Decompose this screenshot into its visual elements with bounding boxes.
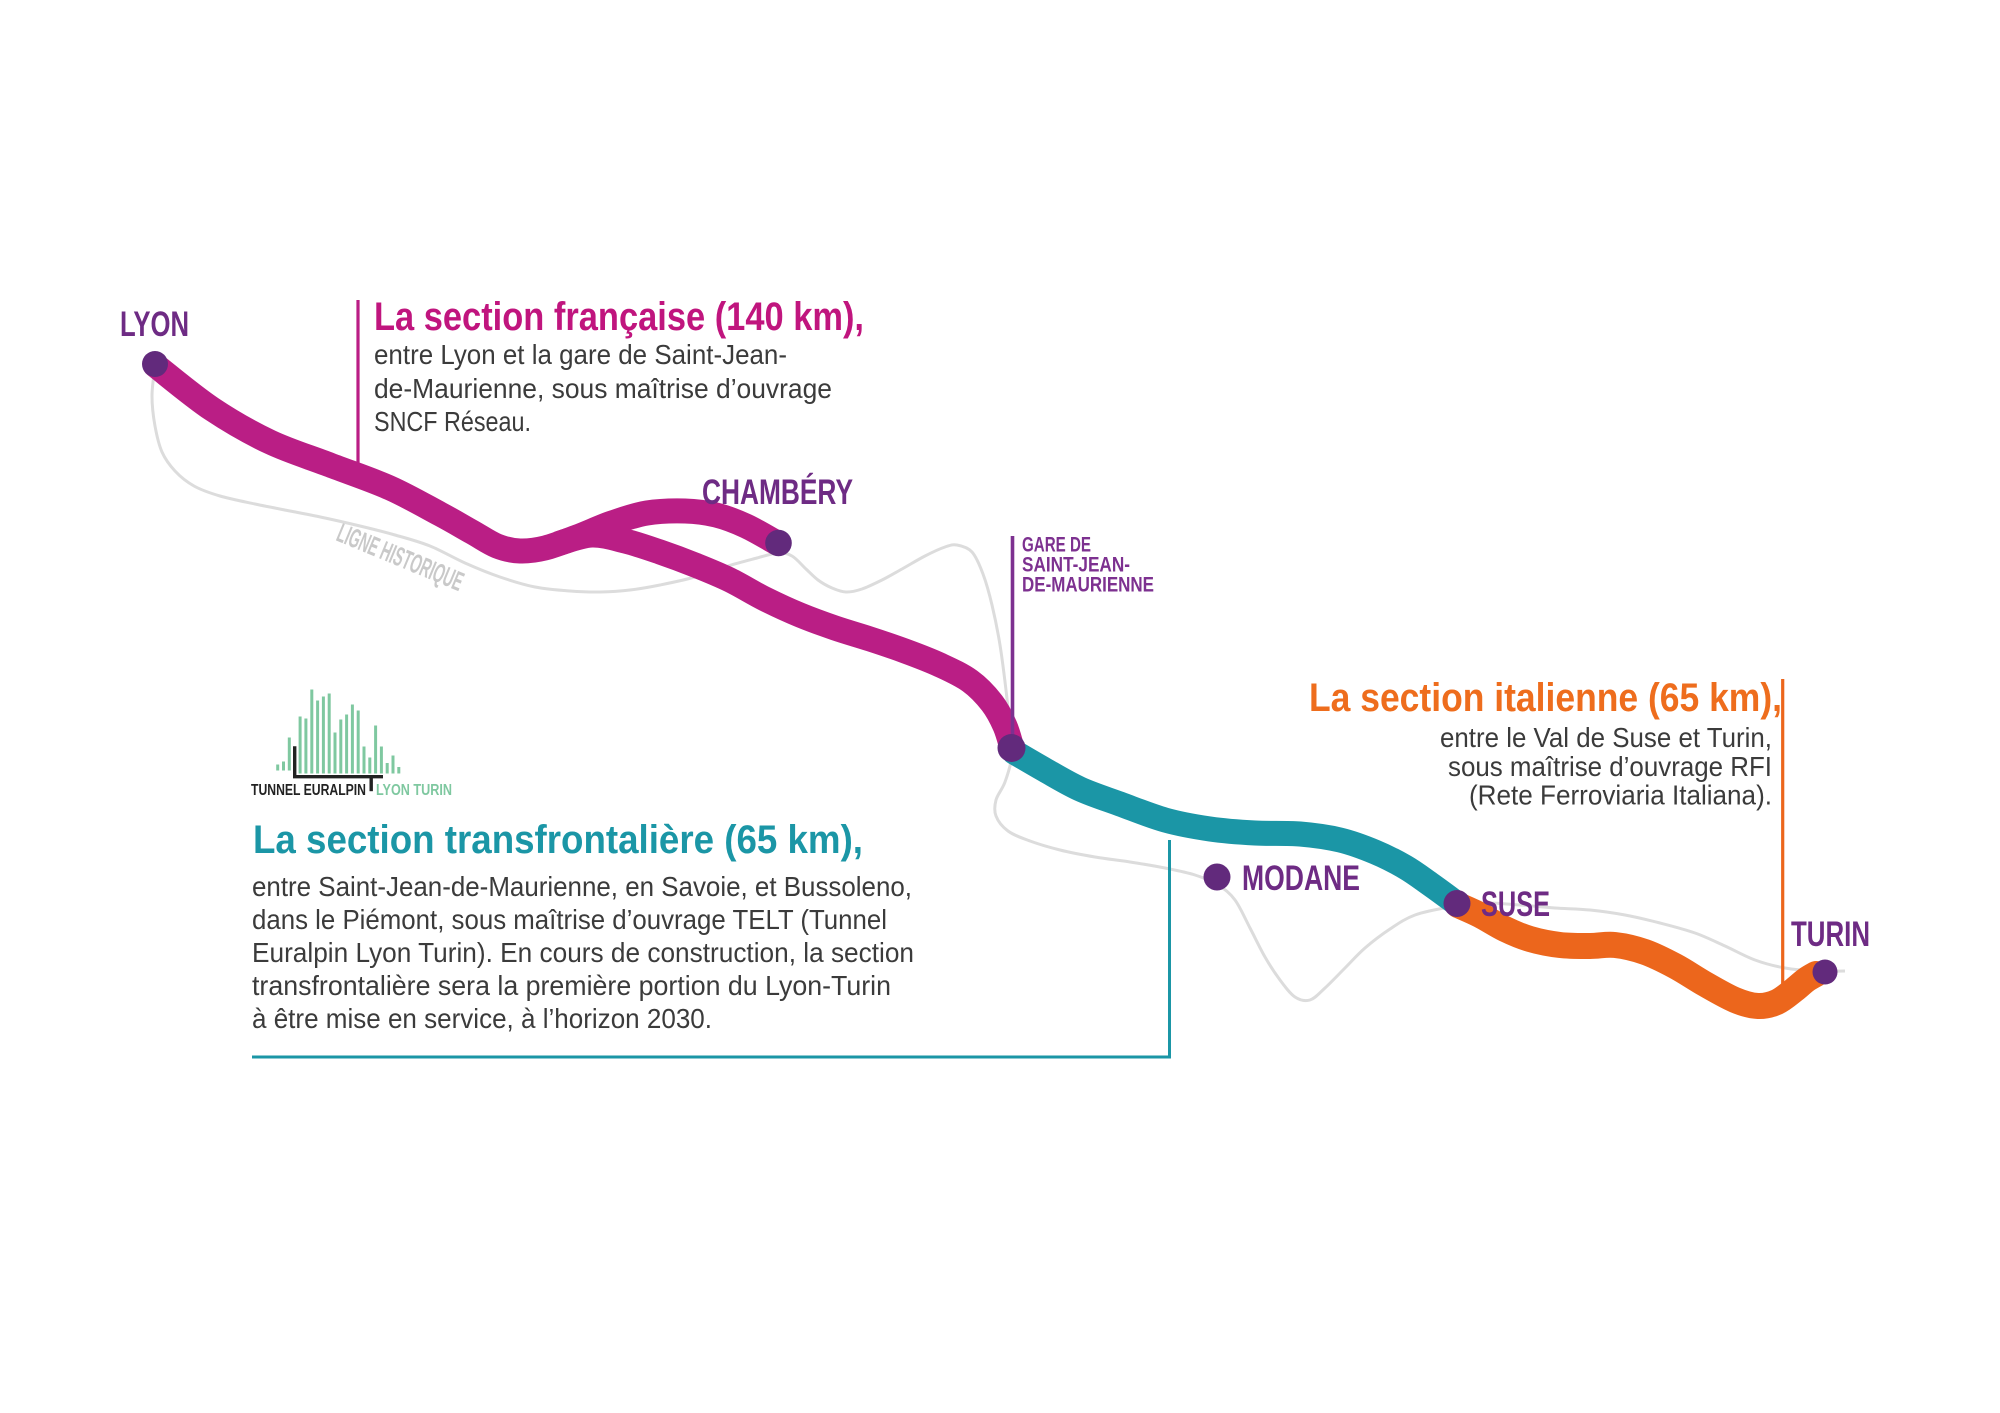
svg-text:dans le Piémont, sous maîtrise: dans le Piémont, sous maîtrise d’ouvrage…: [252, 904, 887, 935]
svg-text:MODANE: MODANE: [1242, 859, 1360, 898]
svg-text:entre Saint-Jean-de-Maurienne,: entre Saint-Jean-de-Maurienne, en Savoie…: [252, 871, 912, 902]
svg-text:SAINT-JEAN-: SAINT-JEAN-: [1022, 554, 1130, 577]
svg-text:LYON TURIN: LYON TURIN: [376, 782, 452, 799]
svg-text:La section française (140 km),: La section française (140 km),: [374, 295, 864, 339]
svg-text:La section italienne (65 km),: La section italienne (65 km),: [1309, 676, 1782, 720]
svg-text:La section transfrontalière (6: La section transfrontalière (65 km),: [253, 818, 863, 862]
svg-text:TUNNEL EURALPIN: TUNNEL EURALPIN: [251, 782, 366, 799]
svg-text:de-Maurienne, sous maîtrise d’: de-Maurienne, sous maîtrise d’ouvrage: [374, 373, 832, 404]
svg-text:entre Lyon et la gare de Saint: entre Lyon et la gare de Saint-Jean-: [374, 339, 787, 370]
svg-text:Euralpin Lyon Turin). En cours: Euralpin Lyon Turin). En cours de constr…: [252, 937, 914, 968]
svg-text:SNCF Réseau.: SNCF Réseau.: [374, 406, 531, 437]
svg-text:GARE DE: GARE DE: [1022, 534, 1091, 557]
svg-text:DE-MAURIENNE: DE-MAURIENNE: [1022, 574, 1154, 597]
svg-text:LYON: LYON: [120, 305, 189, 344]
svg-text:(Rete Ferroviaria Italiana).: (Rete Ferroviaria Italiana).: [1469, 780, 1772, 811]
svg-text:entre le Val de Suse et Turin,: entre le Val de Suse et Turin,: [1440, 722, 1772, 753]
svg-text:TURIN: TURIN: [1791, 915, 1870, 954]
svg-text:à être mise en service, à l’ho: à être mise en service, à l’horizon 2030…: [252, 1003, 712, 1034]
svg-text:CHAMBÉRY: CHAMBÉRY: [702, 472, 853, 512]
svg-text:transfrontalière sera la premi: transfrontalière sera la première portio…: [252, 970, 891, 1001]
svg-text:SUSE: SUSE: [1481, 885, 1550, 924]
svg-text:sous maîtrise d’ouvrage RFI: sous maîtrise d’ouvrage RFI: [1448, 751, 1772, 782]
